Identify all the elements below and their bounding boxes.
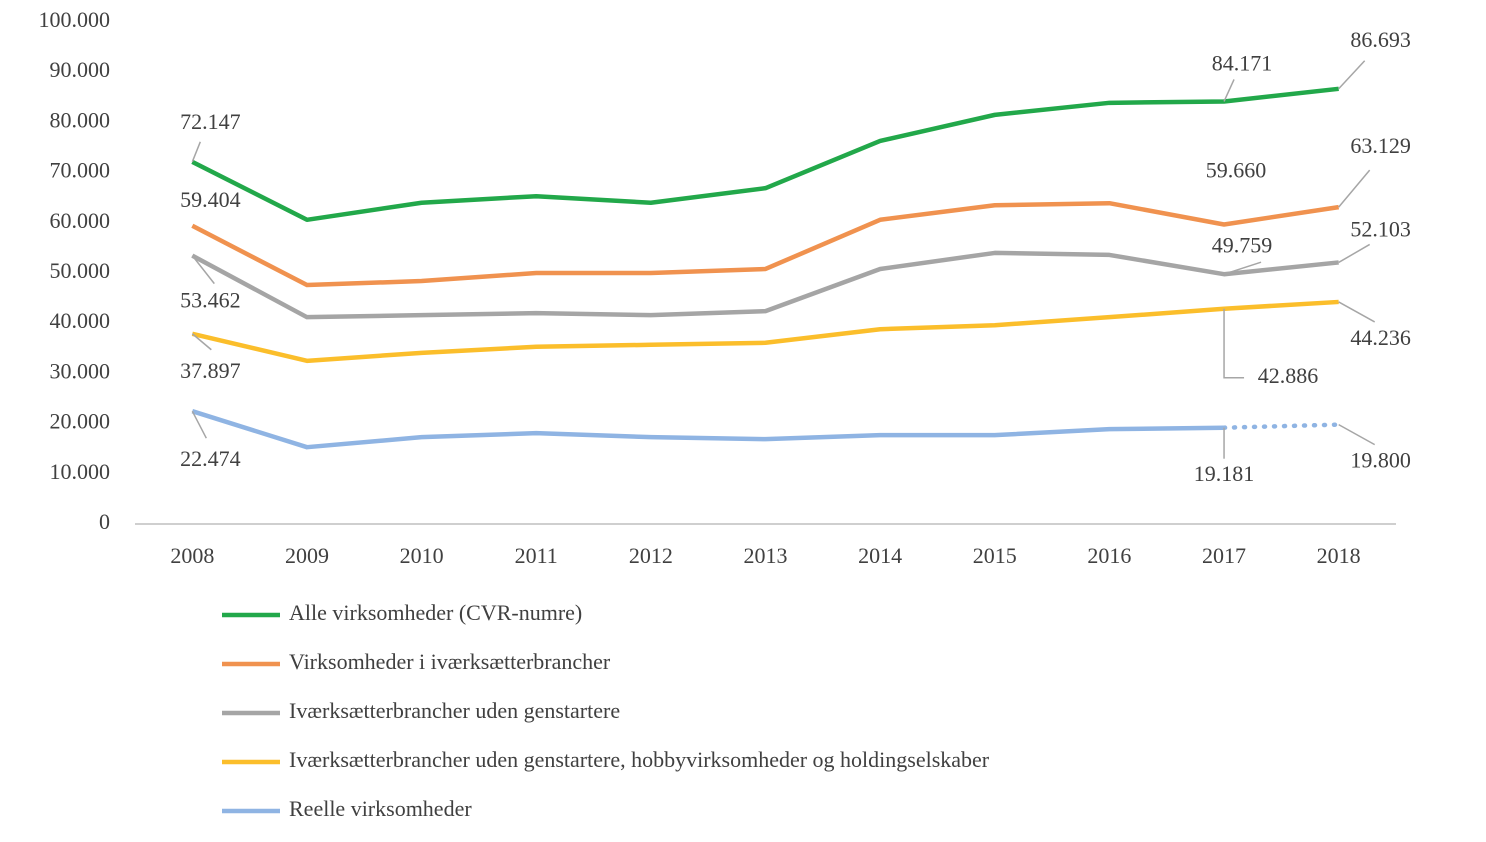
y-tick-label: 80.000 <box>50 107 111 132</box>
leader-line <box>1223 79 1235 102</box>
y-tick-label: 60.000 <box>50 208 111 233</box>
data-label: 19.800 <box>1350 448 1411 473</box>
series-line <box>191 409 1225 450</box>
y-tick-label: 0 <box>99 509 110 534</box>
leader-line <box>191 255 215 285</box>
y-tick-label: 90.000 <box>50 57 111 82</box>
leader-line <box>191 333 212 351</box>
data-label: 44.236 <box>1350 325 1411 350</box>
x-tick-label: 2011 <box>515 543 558 568</box>
series-line <box>191 299 1339 364</box>
leader-line <box>191 141 202 163</box>
legend-label: Virksomheder i iværksætterbrancher <box>289 649 611 674</box>
leader-line <box>1338 60 1366 90</box>
legend-label: Alle virksomheder (CVR-numre) <box>289 600 582 625</box>
data-label: 19.181 <box>1194 461 1255 486</box>
y-tick-label: 30.000 <box>50 358 111 383</box>
x-tick-label: 2015 <box>973 543 1017 568</box>
data-label: 53.462 <box>180 288 241 313</box>
x-tick-label: 2012 <box>629 543 673 568</box>
data-label: 63.129 <box>1350 133 1411 158</box>
legend-label: Iværksætterbrancher uden genstartere <box>289 698 620 723</box>
data-label: 86.693 <box>1350 27 1411 52</box>
x-tick-label: 2008 <box>170 543 214 568</box>
series-line <box>191 250 1339 320</box>
x-tick-label: 2017 <box>1202 543 1246 568</box>
y-tick-label: 50.000 <box>50 258 111 283</box>
leader-line <box>1338 423 1376 446</box>
x-tick-label: 2018 <box>1317 543 1361 568</box>
leader-line <box>1338 169 1371 208</box>
leader-line <box>1338 301 1376 323</box>
x-tick-label: 2009 <box>285 543 329 568</box>
y-tick-label: 40.000 <box>50 308 111 333</box>
data-label: 22.474 <box>180 446 241 471</box>
x-tick-label: 2016 <box>1087 543 1131 568</box>
data-label: 42.886 <box>1258 363 1319 388</box>
legend-label: Iværksætterbrancher uden genstartere, ho… <box>289 747 990 772</box>
x-tick-label: 2014 <box>858 543 902 568</box>
legend-label: Reelle virksomheder <box>289 796 472 821</box>
leader-line <box>1338 243 1371 264</box>
series-line <box>191 86 1339 223</box>
y-tick-label: 10.000 <box>50 459 111 484</box>
y-tick-label: 70.000 <box>50 158 111 183</box>
data-label: 84.171 <box>1212 51 1273 76</box>
series-line <box>191 200 1340 288</box>
y-tick-label: 20.000 <box>50 409 111 434</box>
data-label: 59.404 <box>180 187 241 212</box>
x-tick-label: 2013 <box>744 543 788 568</box>
leader-line <box>1223 308 1245 379</box>
leader-line <box>191 410 207 439</box>
data-label: 52.103 <box>1350 216 1411 241</box>
leader-line <box>1223 261 1262 275</box>
data-label: 49.759 <box>1212 232 1273 257</box>
data-label: 59.660 <box>1206 158 1267 183</box>
data-label: 37.897 <box>180 358 241 383</box>
x-tick-label: 2010 <box>400 543 444 568</box>
series-line-dotted <box>1221 422 1341 430</box>
data-label: 72.147 <box>180 109 241 134</box>
y-tick-label: 100.000 <box>39 7 111 32</box>
